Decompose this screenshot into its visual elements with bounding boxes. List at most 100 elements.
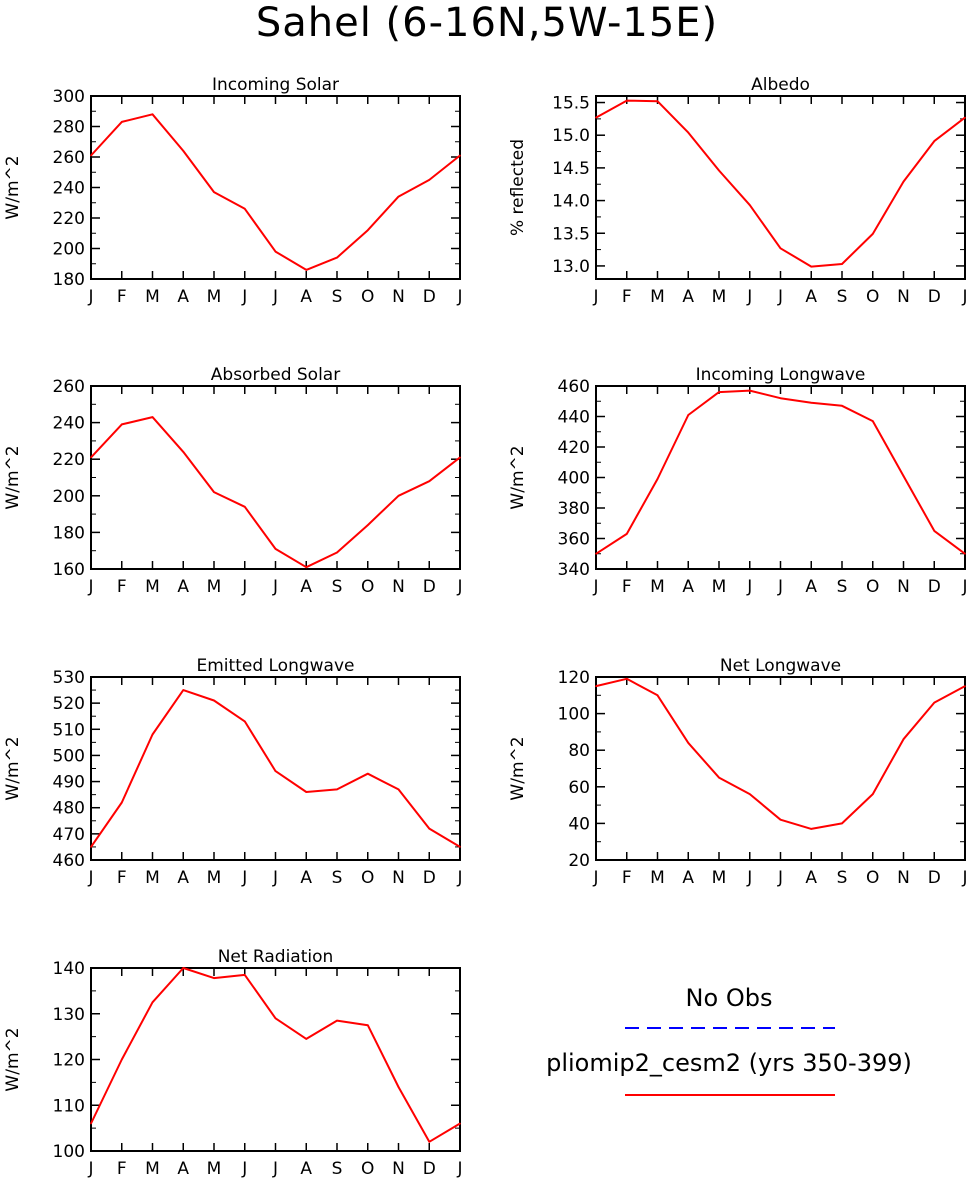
data-point	[625, 678, 628, 680]
y-tick-label: 100	[558, 705, 590, 725]
x-tick-label: M	[712, 868, 727, 888]
x-tick-label: M	[712, 577, 727, 597]
data-point	[687, 131, 690, 134]
series-line	[90, 113, 461, 271]
y-tick-label: 460	[53, 851, 85, 871]
x-tick-label: J	[456, 287, 462, 307]
data-point	[459, 154, 461, 157]
data-point	[336, 788, 338, 791]
y-tick-label: 80	[568, 741, 590, 761]
y-tick-label: 380	[558, 499, 590, 519]
data-point	[151, 733, 154, 736]
y-tick-label: 260	[53, 148, 85, 168]
data-point	[841, 263, 843, 265]
x-tick-label: S	[332, 577, 343, 597]
data-point	[120, 423, 123, 426]
x-tick-label: J	[592, 287, 598, 307]
data-point	[964, 116, 966, 119]
y-tick-label: 13.0	[552, 257, 590, 277]
data-point	[625, 99, 628, 102]
y-tick-label: 200	[53, 240, 85, 260]
y-axis-label: W/m^2	[3, 1027, 23, 1091]
x-tick-label: S	[837, 287, 848, 307]
x-tick-label: N	[392, 577, 405, 597]
data-point	[120, 121, 123, 123]
data-point	[90, 456, 92, 459]
x-tick-label: S	[837, 577, 848, 597]
y-tick-label: 460	[558, 377, 590, 397]
x-tick-label: F	[622, 868, 632, 888]
data-point	[336, 551, 338, 554]
data-point	[182, 150, 185, 152]
data-point	[933, 140, 936, 142]
y-tick-label: 480	[53, 799, 85, 819]
plot-frame	[595, 676, 966, 861]
data-point	[151, 113, 154, 116]
x-tick-label: A	[300, 1159, 312, 1179]
x-tick-label: M	[207, 868, 222, 888]
data-point	[779, 818, 782, 821]
x-tick-label: O	[361, 287, 374, 307]
x-tick-label: S	[332, 1159, 343, 1179]
y-tick-label: 120	[558, 668, 590, 688]
y-tick-label: 420	[558, 438, 590, 458]
y-tick-label: 120	[53, 1051, 85, 1071]
x-tick-label: F	[622, 287, 632, 307]
x-tick-label: A	[805, 577, 817, 597]
y-tick-label: 15.5	[552, 94, 590, 114]
x-tick-label: A	[300, 577, 312, 597]
x-tick-label: J	[87, 577, 93, 597]
y-axis-label: W/m^2	[3, 736, 23, 800]
x-tick-label: O	[361, 577, 374, 597]
data-point	[336, 256, 338, 259]
x-tick-label: A	[805, 287, 817, 307]
data-point	[902, 475, 905, 477]
data-point	[841, 822, 843, 825]
data-point	[964, 685, 966, 687]
data-point	[305, 566, 308, 568]
y-tick-label: 470	[53, 825, 85, 845]
x-tick-label: M	[650, 287, 665, 307]
series-line	[595, 677, 966, 830]
data-point	[213, 977, 215, 979]
y-tick-label: 240	[53, 414, 85, 434]
data-point	[428, 179, 431, 181]
data-point	[274, 770, 277, 772]
x-tick-label: O	[361, 868, 374, 888]
data-point	[305, 1038, 308, 1040]
x-tick-label: J	[961, 287, 967, 307]
data-point	[595, 116, 597, 119]
x-tick-label: A	[177, 287, 189, 307]
x-tick-label: M	[650, 868, 665, 888]
x-tick-label: F	[117, 287, 127, 307]
x-tick-label: M	[207, 577, 222, 597]
y-tick-label: 20	[568, 851, 590, 871]
y-axis-label: W/m^2	[508, 445, 528, 509]
data-point	[213, 191, 215, 193]
data-point	[459, 846, 461, 848]
x-tick-label: J	[456, 868, 462, 888]
y-tick-label: 40	[568, 814, 590, 834]
data-point	[933, 530, 936, 532]
x-tick-label: N	[897, 287, 910, 307]
panel-title: Incoming Solar	[212, 75, 339, 95]
x-tick-label: N	[392, 868, 405, 888]
data-point	[397, 788, 400, 791]
data-point	[274, 1017, 277, 1020]
data-point	[366, 229, 369, 231]
x-tick-label: M	[145, 287, 160, 307]
x-tick-label: A	[300, 287, 312, 307]
panel-title: Net Radiation	[218, 947, 334, 967]
data-point	[120, 801, 123, 804]
data-point	[428, 480, 431, 482]
data-point	[182, 451, 185, 453]
x-tick-label: A	[177, 1159, 189, 1179]
data-point	[151, 1001, 154, 1004]
data-point	[90, 1122, 92, 1125]
data-point	[748, 793, 751, 795]
y-tick-label: 110	[53, 1096, 85, 1116]
x-tick-label: J	[777, 287, 783, 307]
plot-frame	[595, 95, 966, 280]
y-tick-label: 490	[53, 773, 85, 793]
